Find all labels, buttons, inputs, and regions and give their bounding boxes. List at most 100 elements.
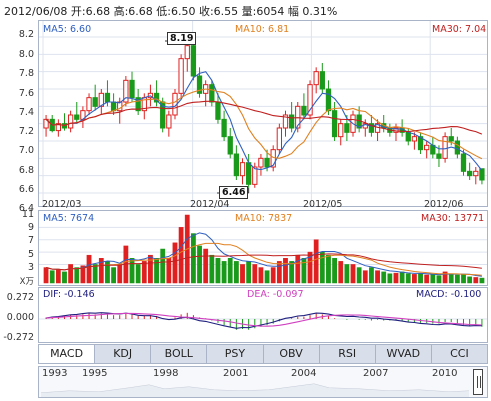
volume-bar xyxy=(264,270,270,284)
y-tick: 8.0 xyxy=(18,49,34,60)
y-tick: 6.6 xyxy=(18,184,34,195)
volume-bar xyxy=(424,274,430,284)
candle xyxy=(448,136,454,142)
tab-rsi[interactable]: RSI xyxy=(320,345,376,363)
volume-bar xyxy=(338,261,344,284)
volume-bar xyxy=(233,261,239,284)
volume-bar xyxy=(178,227,184,284)
candle xyxy=(264,157,270,168)
candle xyxy=(307,84,313,116)
candle xyxy=(405,131,411,142)
x-tick: 2012/03 xyxy=(42,199,82,210)
ma10-line xyxy=(45,88,483,160)
history-range-bar[interactable]: 1993 1995 1998 2001 2004 2007 2010 xyxy=(38,366,488,398)
volume-bar xyxy=(209,254,215,284)
candle xyxy=(276,127,282,151)
dea-legend: DEA: -0.097 xyxy=(247,289,304,300)
quote-summary: 2012/06/08 开:6.68 高:6.68 低:6.50 收:6.55 量… xyxy=(4,5,338,18)
volume-bar xyxy=(461,274,466,284)
volume-bar xyxy=(141,261,147,284)
volume-bar xyxy=(295,254,301,284)
volume-bar xyxy=(55,269,61,284)
candle xyxy=(424,144,430,151)
volume-bar xyxy=(289,261,295,284)
candle xyxy=(67,114,74,129)
ma30-line xyxy=(45,100,483,135)
candle xyxy=(209,84,215,103)
tab-cci[interactable]: CCI xyxy=(450,347,469,360)
volume-bar xyxy=(344,264,350,284)
tab-kdj[interactable]: KDJ xyxy=(95,345,152,363)
candle xyxy=(331,110,338,138)
volume-bar xyxy=(473,277,479,284)
tab-wvad[interactable]: WVAD xyxy=(376,345,432,363)
y-tick: 7.8 xyxy=(18,68,34,79)
candle xyxy=(55,123,61,132)
dea-line xyxy=(46,312,482,327)
range-handle-right[interactable] xyxy=(473,369,483,395)
volume-bar xyxy=(172,242,178,284)
price-chart[interactable]: MA5: 6.60 MA10: 6.81 MA30: 7.04 8.19 6.4… xyxy=(38,20,488,207)
x-tick: 2012/04 xyxy=(190,199,230,210)
range-year: 1998 xyxy=(153,368,179,379)
macd-y-axis: 0.272 0.000 -0.272 xyxy=(0,286,36,343)
volume-bar xyxy=(307,251,313,284)
volume-bar xyxy=(74,267,80,284)
volume-bar xyxy=(430,274,436,284)
y-tick: 7.2 xyxy=(18,126,34,137)
volume-bar xyxy=(369,267,374,284)
volume-unit: X万 xyxy=(19,277,34,287)
volume-bar xyxy=(92,264,98,284)
y-tick: 6.8 xyxy=(18,165,34,176)
y-tick: 9 xyxy=(27,222,34,233)
high-marker: 8.19 xyxy=(167,32,197,45)
tab-psy[interactable]: PSY xyxy=(207,345,264,363)
volume-bar xyxy=(135,264,141,284)
candle xyxy=(104,92,111,103)
ma5-line xyxy=(45,71,483,171)
volume-chart[interactable]: MA5: 7674 MA10: 7837 MA30: 13771 xyxy=(38,210,488,286)
volume-bar xyxy=(467,276,473,284)
volume-bar xyxy=(221,261,227,284)
candle xyxy=(436,153,442,159)
candle xyxy=(282,114,289,129)
range-year: 2010 xyxy=(432,368,458,379)
low-marker: 6.46 xyxy=(219,186,249,199)
volume-bar xyxy=(258,267,264,284)
candle xyxy=(411,136,418,142)
volume-bar xyxy=(399,271,405,284)
tab-obv[interactable]: OBV xyxy=(264,345,320,363)
ma10-legend: MA10: 6.81 xyxy=(235,24,290,35)
candle xyxy=(338,123,344,138)
range-year: 2001 xyxy=(223,368,249,379)
volume-bar xyxy=(43,267,49,284)
candle xyxy=(86,97,92,112)
volume-bar xyxy=(448,273,454,284)
candle xyxy=(166,114,172,129)
volume-bar xyxy=(148,254,153,284)
volume-bar xyxy=(270,267,276,284)
volume-bar xyxy=(412,274,417,284)
y-tick: 7.6 xyxy=(18,88,34,99)
candle xyxy=(110,101,117,112)
volume-bar xyxy=(442,271,448,284)
macd-legend: MACD: -0.100 xyxy=(416,289,482,300)
volume-bar xyxy=(160,248,166,284)
candle xyxy=(479,168,485,181)
y-tick: 0.272 xyxy=(6,292,34,303)
volume-bar xyxy=(252,264,258,284)
candle xyxy=(301,105,307,116)
volume-bar xyxy=(283,258,288,284)
candle xyxy=(92,97,98,107)
tab-macd[interactable]: MACD xyxy=(39,345,96,363)
volume-bar xyxy=(479,277,485,284)
volume-bar xyxy=(111,267,116,284)
candle xyxy=(190,45,197,77)
y-tick: 11 xyxy=(21,209,34,220)
candle xyxy=(417,136,424,151)
candle xyxy=(196,75,203,94)
candle xyxy=(454,140,461,155)
candle xyxy=(233,153,240,177)
macd-chart[interactable]: DIF: -0.146 DEA: -0.097 MACD: -0.100 xyxy=(38,287,488,343)
tab-boll[interactable]: BOLL xyxy=(151,345,208,363)
